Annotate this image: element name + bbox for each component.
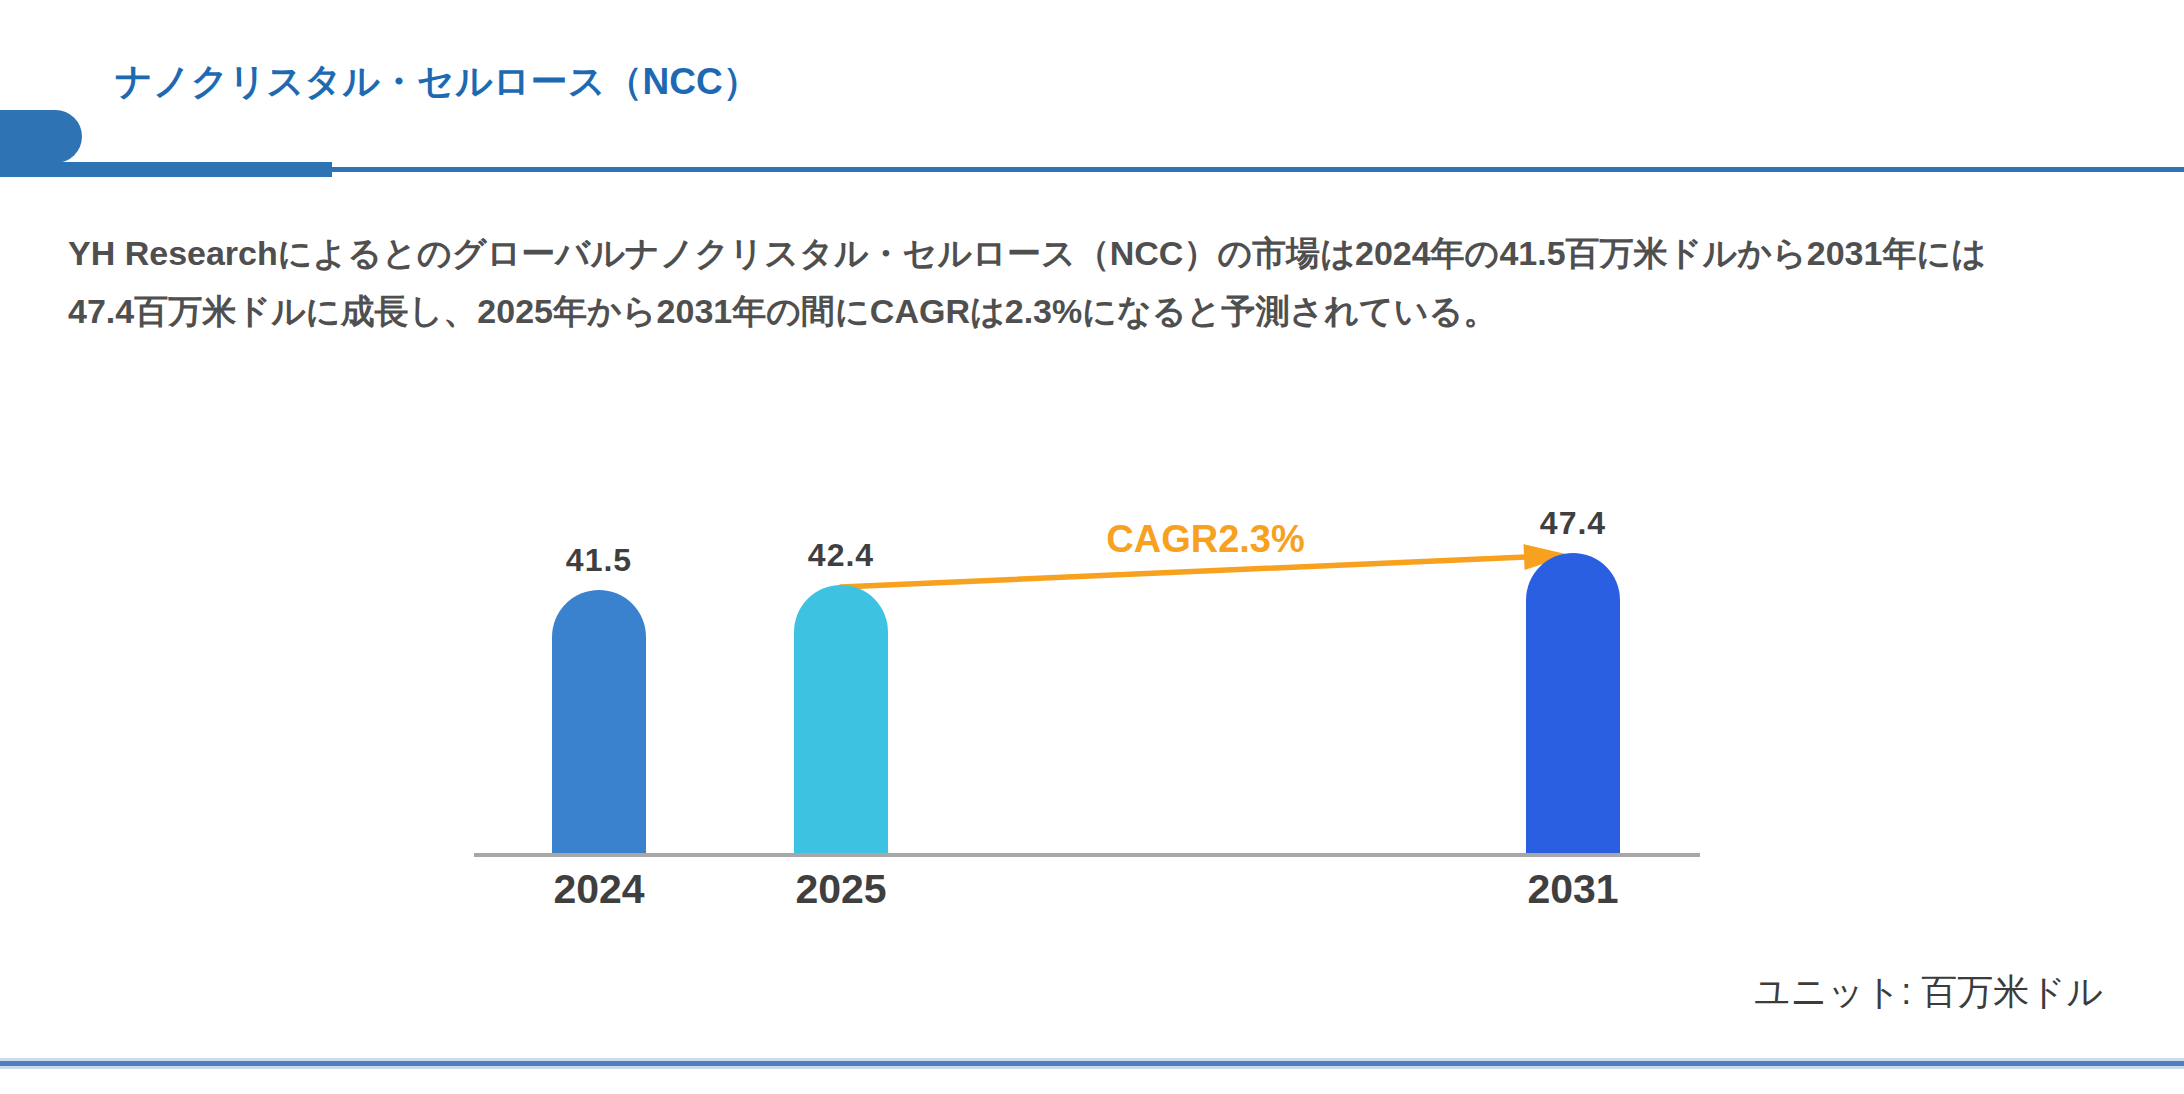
- bar-value-label: 47.4: [1453, 505, 1693, 542]
- cagr-label: CAGR2.3%: [996, 518, 1416, 561]
- summary-line-1: YH Researchによるとのグローバルナノクリスタル・セルロース（NCC）の…: [68, 224, 2148, 282]
- bar-category-label: 2025: [721, 866, 961, 913]
- page-title: ナノクリスタル・セルロース（NCC）: [115, 57, 760, 107]
- bar-category-label: 2024: [479, 866, 719, 913]
- x-axis-line: [474, 853, 1700, 857]
- header-rule-thick: [0, 162, 332, 177]
- header-accent-tab: [0, 110, 82, 163]
- bar-2025: [794, 585, 888, 853]
- bottom-divider: [0, 1061, 2184, 1066]
- summary-paragraph: YH Researchによるとのグローバルナノクリスタル・セルロース（NCC）の…: [68, 224, 2148, 340]
- bar-value-label: 42.4: [721, 537, 961, 574]
- unit-label: ユニット: 百万米ドル: [1754, 968, 2103, 1017]
- bar-category-label: 2031: [1453, 866, 1693, 913]
- bar-value-label: 41.5: [479, 542, 719, 579]
- bar-2031: [1526, 553, 1620, 853]
- bar-2024: [552, 590, 646, 853]
- summary-line-2: 47.4百万米ドルに成長し、2025年から2031年の間にCAGRは2.3%にな…: [68, 282, 2148, 340]
